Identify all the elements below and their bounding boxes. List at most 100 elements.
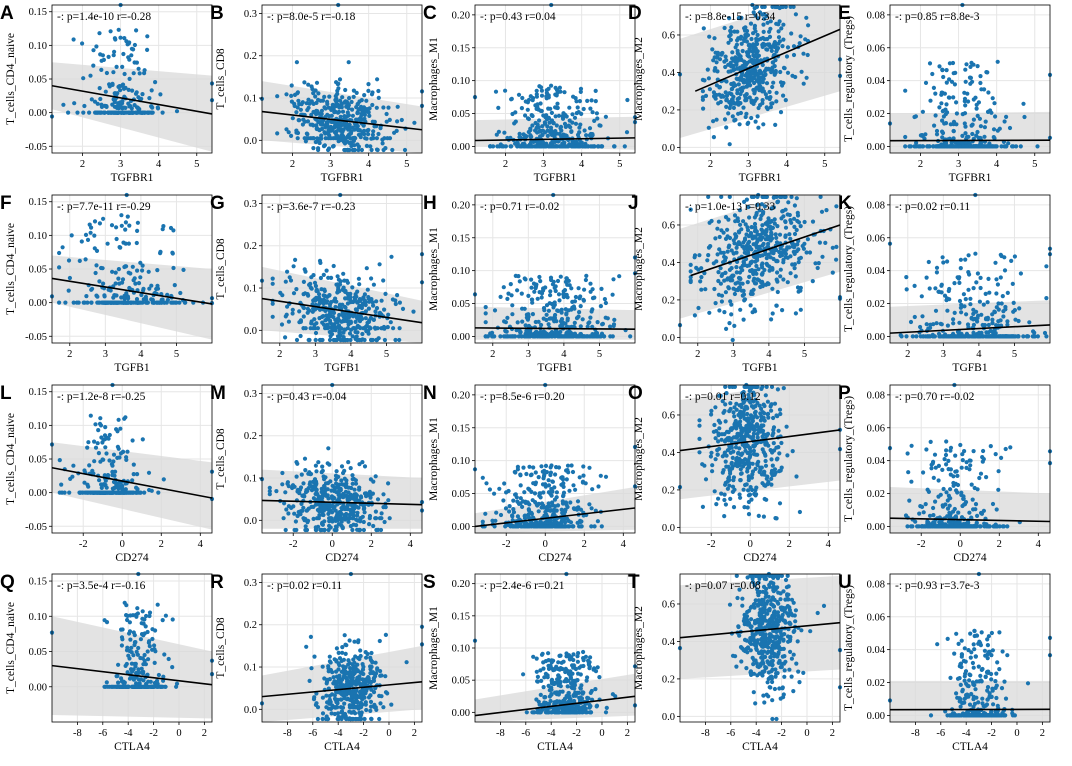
data-point <box>928 322 933 327</box>
data-point <box>934 132 940 137</box>
data-point <box>1003 304 1008 310</box>
data-point <box>373 516 378 521</box>
data-point <box>358 132 363 137</box>
data-point <box>358 519 363 524</box>
data-point <box>350 516 356 521</box>
x-axis-title: TGFB1 <box>114 362 149 374</box>
data-point <box>133 300 138 305</box>
y-tick-label: 0.00 <box>29 488 47 499</box>
data-point <box>567 105 572 110</box>
data-point <box>104 451 109 456</box>
panel-letter: D <box>628 3 642 24</box>
data-point <box>81 110 86 115</box>
data-point <box>1005 334 1010 339</box>
data-point <box>279 322 285 327</box>
data-point <box>336 492 341 498</box>
data-point <box>730 97 735 102</box>
data-point <box>910 334 915 339</box>
data-point <box>536 140 541 145</box>
data-point <box>590 324 595 329</box>
data-point <box>763 72 768 77</box>
data-point <box>539 322 544 328</box>
data-point <box>534 92 539 97</box>
data-point <box>357 282 362 287</box>
data-point <box>97 421 103 426</box>
data-point <box>135 228 140 233</box>
data-point <box>692 313 698 318</box>
data-point <box>331 143 336 149</box>
data-point <box>754 51 759 56</box>
data-point <box>134 28 139 33</box>
data-point <box>904 275 909 280</box>
data-point <box>538 128 543 134</box>
data-point <box>734 265 739 270</box>
data-point <box>749 36 754 42</box>
data-point <box>592 144 597 149</box>
data-point <box>580 144 585 149</box>
x-tick-label: 5 <box>822 159 827 170</box>
data-point <box>373 509 378 514</box>
data-point <box>766 252 771 257</box>
y-tick-label: 0.3 <box>244 389 257 400</box>
data-point <box>795 285 801 290</box>
data-point <box>382 136 387 141</box>
data-point <box>569 144 575 149</box>
data-point <box>558 89 563 94</box>
data-point <box>757 71 762 76</box>
data-point <box>306 105 311 110</box>
data-point <box>125 449 130 454</box>
y-axis-title: T_cells_CD4_naive <box>5 413 17 505</box>
data-point <box>394 128 399 133</box>
data-point <box>339 478 344 483</box>
data-point <box>294 337 300 343</box>
data-point <box>341 337 346 343</box>
data-point <box>393 337 398 343</box>
data-point <box>308 480 313 485</box>
y-tick-label: 0.2 <box>662 295 675 306</box>
data-point <box>742 297 748 302</box>
data-point <box>966 334 971 339</box>
data-point <box>735 280 741 285</box>
data-point <box>480 475 485 480</box>
data-point <box>374 527 379 533</box>
data-point <box>349 99 354 105</box>
data-point <box>783 98 788 103</box>
data-point <box>699 287 704 292</box>
data-point <box>68 476 73 481</box>
data-point <box>498 294 503 299</box>
data-point <box>135 472 140 477</box>
y-tick-label: 0.15 <box>452 233 470 244</box>
data-point <box>329 488 334 493</box>
data-point <box>804 75 809 80</box>
data-point <box>740 78 745 83</box>
data-point <box>798 224 803 229</box>
data-point <box>973 144 978 149</box>
y-axis-title: Macrophages_M2 <box>633 227 645 311</box>
data-point <box>957 298 963 304</box>
data-point <box>336 81 341 86</box>
data-point <box>761 22 766 27</box>
data-point <box>114 236 119 242</box>
data-point <box>108 288 113 293</box>
data-point <box>140 268 145 273</box>
data-point <box>755 232 760 237</box>
data-point <box>752 48 757 53</box>
data-point <box>834 204 839 209</box>
data-point <box>960 140 965 145</box>
data-point <box>515 288 520 293</box>
data-point <box>787 232 792 237</box>
data-point <box>382 326 387 331</box>
data-point <box>1018 271 1024 276</box>
panel-letter: G <box>210 193 225 214</box>
data-point <box>951 321 956 326</box>
data-point <box>768 105 774 110</box>
data-point <box>975 334 981 339</box>
data-point <box>951 334 957 339</box>
data-point <box>945 259 950 264</box>
data-point <box>561 289 566 294</box>
data-point <box>132 42 137 48</box>
data-point <box>311 326 316 331</box>
data-point <box>557 298 562 303</box>
data-point <box>577 310 582 315</box>
data-point <box>530 498 535 503</box>
